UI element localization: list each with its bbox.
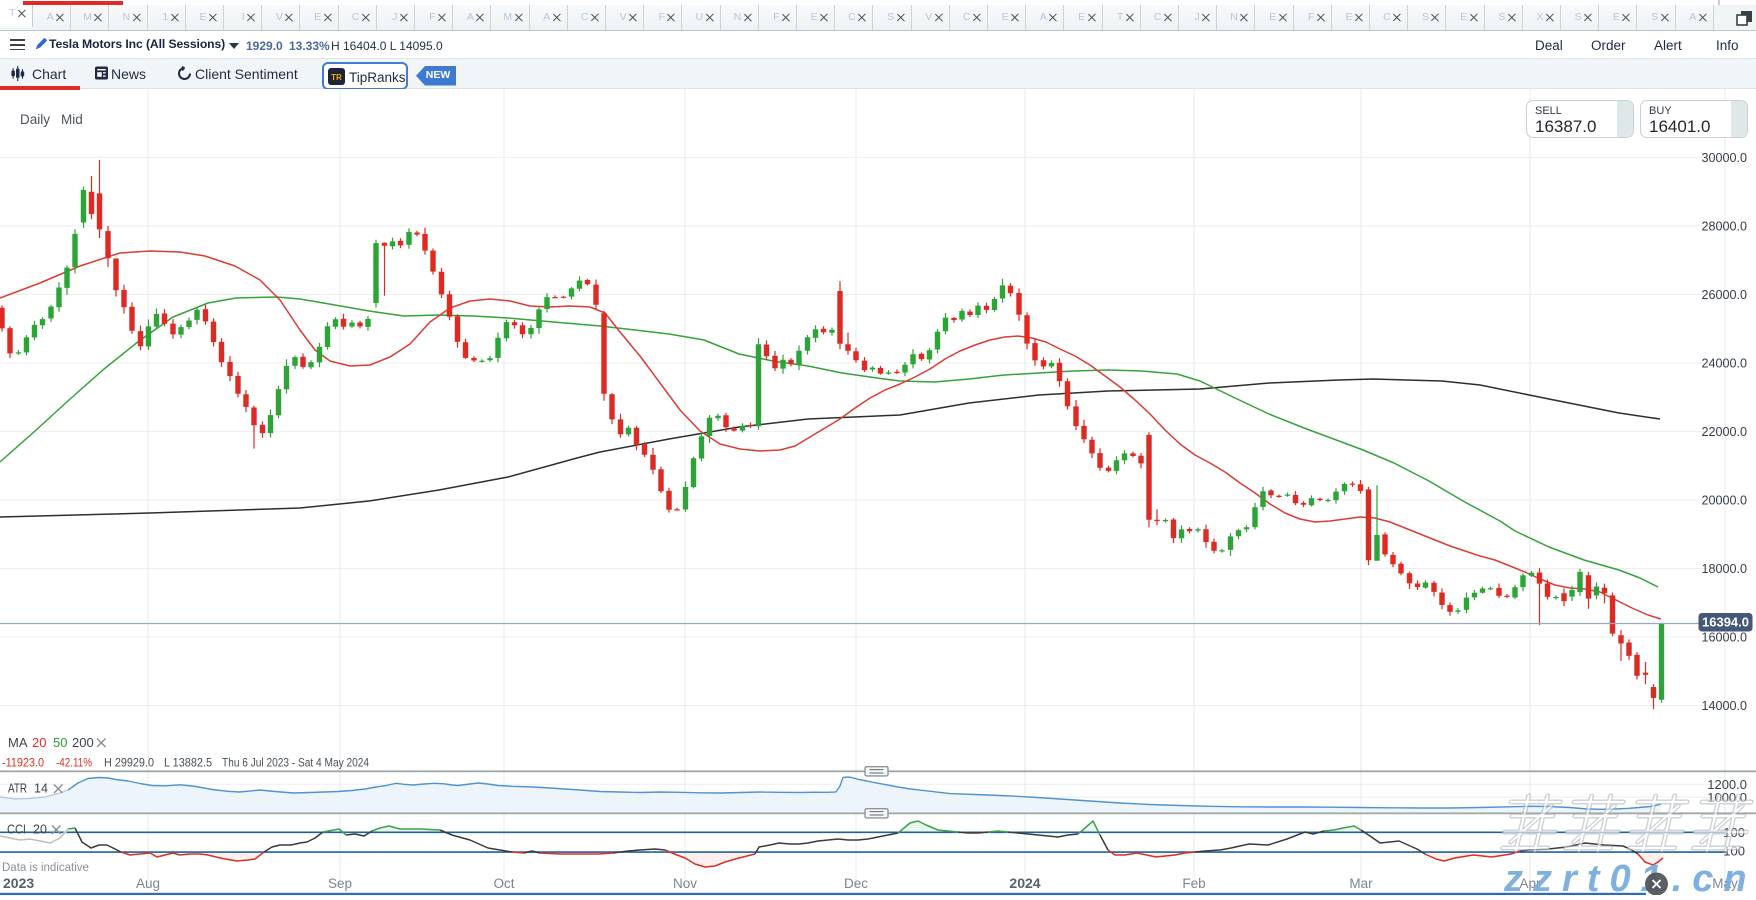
svg-text:30000.0: 30000.0: [1701, 151, 1747, 165]
svg-text:Mar: Mar: [1349, 876, 1373, 891]
svg-text:24000.0: 24000.0: [1701, 357, 1747, 371]
svg-text:18000.0: 18000.0: [1701, 562, 1747, 576]
svg-text:22000.0: 22000.0: [1701, 425, 1747, 439]
svg-text:TR: TR: [331, 73, 342, 82]
svg-text:Sep: Sep: [328, 876, 352, 891]
svg-text:Oct: Oct: [493, 876, 514, 891]
svg-text:Mid: Mid: [61, 112, 83, 127]
svg-text:28000.0: 28000.0: [1701, 220, 1747, 234]
svg-text:Daily: Daily: [20, 112, 50, 127]
svg-text:zzrt01.cn: zzrt01.cn: [1503, 858, 1756, 895]
svg-text:Nov: Nov: [673, 876, 697, 891]
svg-text:16000.0: 16000.0: [1701, 631, 1747, 645]
svg-text:26000.0: 26000.0: [1701, 288, 1747, 302]
svg-text:Feb: Feb: [1182, 876, 1205, 891]
svg-text:Dec: Dec: [844, 876, 868, 891]
svg-text:2024: 2024: [1009, 875, 1040, 891]
svg-text:Aug: Aug: [136, 876, 160, 891]
svg-text:16394.0: 16394.0: [1702, 615, 1749, 630]
svg-text:20000.0: 20000.0: [1701, 494, 1747, 508]
svg-text:14000.0: 14000.0: [1701, 699, 1747, 713]
svg-text:2023: 2023: [3, 875, 34, 891]
svg-text:Data is indicative: Data is indicative: [2, 862, 89, 874]
